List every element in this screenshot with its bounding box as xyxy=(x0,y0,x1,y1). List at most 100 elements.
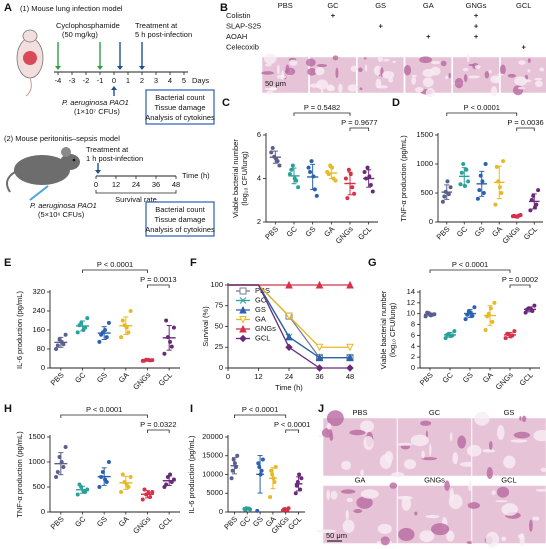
y-tick-label: 15000 xyxy=(202,451,223,460)
timeline-tick-label: 5 xyxy=(182,76,186,85)
data-point xyxy=(523,310,528,315)
marker xyxy=(239,297,247,304)
y-tick-label: 1500 xyxy=(416,130,433,139)
arrow-head xyxy=(139,66,145,70)
marker xyxy=(315,364,324,372)
data-point xyxy=(370,189,375,194)
data-point xyxy=(293,491,298,496)
data-point xyxy=(368,183,373,188)
significance-bracket xyxy=(293,112,351,116)
histology-texture xyxy=(484,71,490,79)
x-tick-label: GNGs xyxy=(131,370,152,391)
legend-label: GC xyxy=(255,295,267,304)
histology-texture xyxy=(488,69,492,74)
timeline-tick-label: -3 xyxy=(69,76,76,85)
data-point xyxy=(54,347,59,351)
histology-texture xyxy=(375,78,382,89)
readout-label: Analysis of cytokines xyxy=(145,225,215,234)
image-label: GA xyxy=(355,475,366,484)
arrow-head xyxy=(111,86,117,90)
data-point xyxy=(150,490,155,494)
data-point xyxy=(260,457,265,462)
data-point xyxy=(277,163,282,168)
histology-texture xyxy=(289,59,298,66)
survival-label: Survival rate xyxy=(115,195,157,204)
marker xyxy=(239,305,247,314)
data-point xyxy=(292,176,297,181)
survival-line xyxy=(228,284,350,369)
data-point xyxy=(230,468,235,473)
data-point xyxy=(499,191,504,195)
data-point xyxy=(352,191,357,196)
data-point xyxy=(77,482,82,487)
data-point xyxy=(97,485,102,489)
histology-texture xyxy=(501,536,507,542)
x-tick-label: GC xyxy=(73,370,88,385)
y-tick-label: 1000 xyxy=(416,159,433,168)
y-axis-label: (log₁₀ CFU/lung) xyxy=(240,151,249,206)
histology-texture xyxy=(512,85,524,96)
histology-texture xyxy=(429,443,432,457)
marker xyxy=(239,324,247,333)
x-tick-label: GCL xyxy=(286,514,303,531)
histology-texture xyxy=(485,531,500,548)
histology-texture xyxy=(384,450,394,464)
x-tick-label: 0 xyxy=(226,372,230,381)
strain-label: P. aeruginosa PAO1 xyxy=(30,201,97,210)
histology-texture xyxy=(342,519,355,533)
y-tick-label: 0 xyxy=(41,363,45,372)
y-tick-label: 0 xyxy=(219,507,223,516)
data-point xyxy=(470,313,475,318)
data-point xyxy=(294,483,299,488)
histology-texture xyxy=(414,86,424,93)
x-tick-label: 24 xyxy=(285,372,293,381)
y-tick-label: 500 xyxy=(32,482,45,491)
histology-texture xyxy=(430,60,441,65)
data-point xyxy=(493,202,498,207)
x-axis-label: Time (h) xyxy=(275,383,303,392)
data-point xyxy=(343,176,348,181)
histology-texture xyxy=(276,64,280,75)
significance-bracket xyxy=(60,414,148,418)
data-point xyxy=(445,179,450,184)
data-point xyxy=(126,330,131,335)
histology-texture xyxy=(364,64,368,72)
histology-texture xyxy=(341,489,356,494)
marker xyxy=(315,353,324,362)
data-point xyxy=(168,472,173,477)
data-point xyxy=(492,300,497,305)
histology-texture xyxy=(401,496,412,511)
data-point xyxy=(306,165,311,170)
timeline-tick-label: -1 xyxy=(97,76,104,85)
data-point xyxy=(235,453,240,458)
histology-texture xyxy=(346,497,353,503)
histology-texture xyxy=(425,88,435,98)
panel-label: C xyxy=(222,97,230,109)
histology-texture xyxy=(463,74,468,83)
marker xyxy=(315,343,324,352)
p-value: P = 0.0002 xyxy=(502,275,538,284)
histology-texture xyxy=(403,459,417,470)
column-header: GA xyxy=(423,1,434,10)
plus-mark: + xyxy=(522,42,527,51)
p-value: P < 0.0001 xyxy=(274,420,310,429)
histology-texture xyxy=(353,509,363,514)
arrow-head xyxy=(55,66,61,70)
data-point xyxy=(443,336,448,341)
histology-texture xyxy=(411,74,418,78)
histology-texture xyxy=(449,488,454,502)
histology-texture xyxy=(466,541,474,544)
histology-texture xyxy=(420,420,432,426)
panel-label: D xyxy=(392,97,400,109)
data-point xyxy=(63,332,68,337)
row-label: SLAP-S25 xyxy=(226,21,261,30)
timeline-tick-label: 36 xyxy=(152,180,160,189)
data-point xyxy=(483,328,488,332)
histology-texture xyxy=(360,489,379,499)
marker xyxy=(346,353,354,362)
histology-texture xyxy=(534,80,543,88)
histology-texture xyxy=(496,486,510,498)
y-tick-label: 160 xyxy=(32,325,45,334)
histology-texture xyxy=(507,73,516,78)
data-point xyxy=(345,196,350,201)
